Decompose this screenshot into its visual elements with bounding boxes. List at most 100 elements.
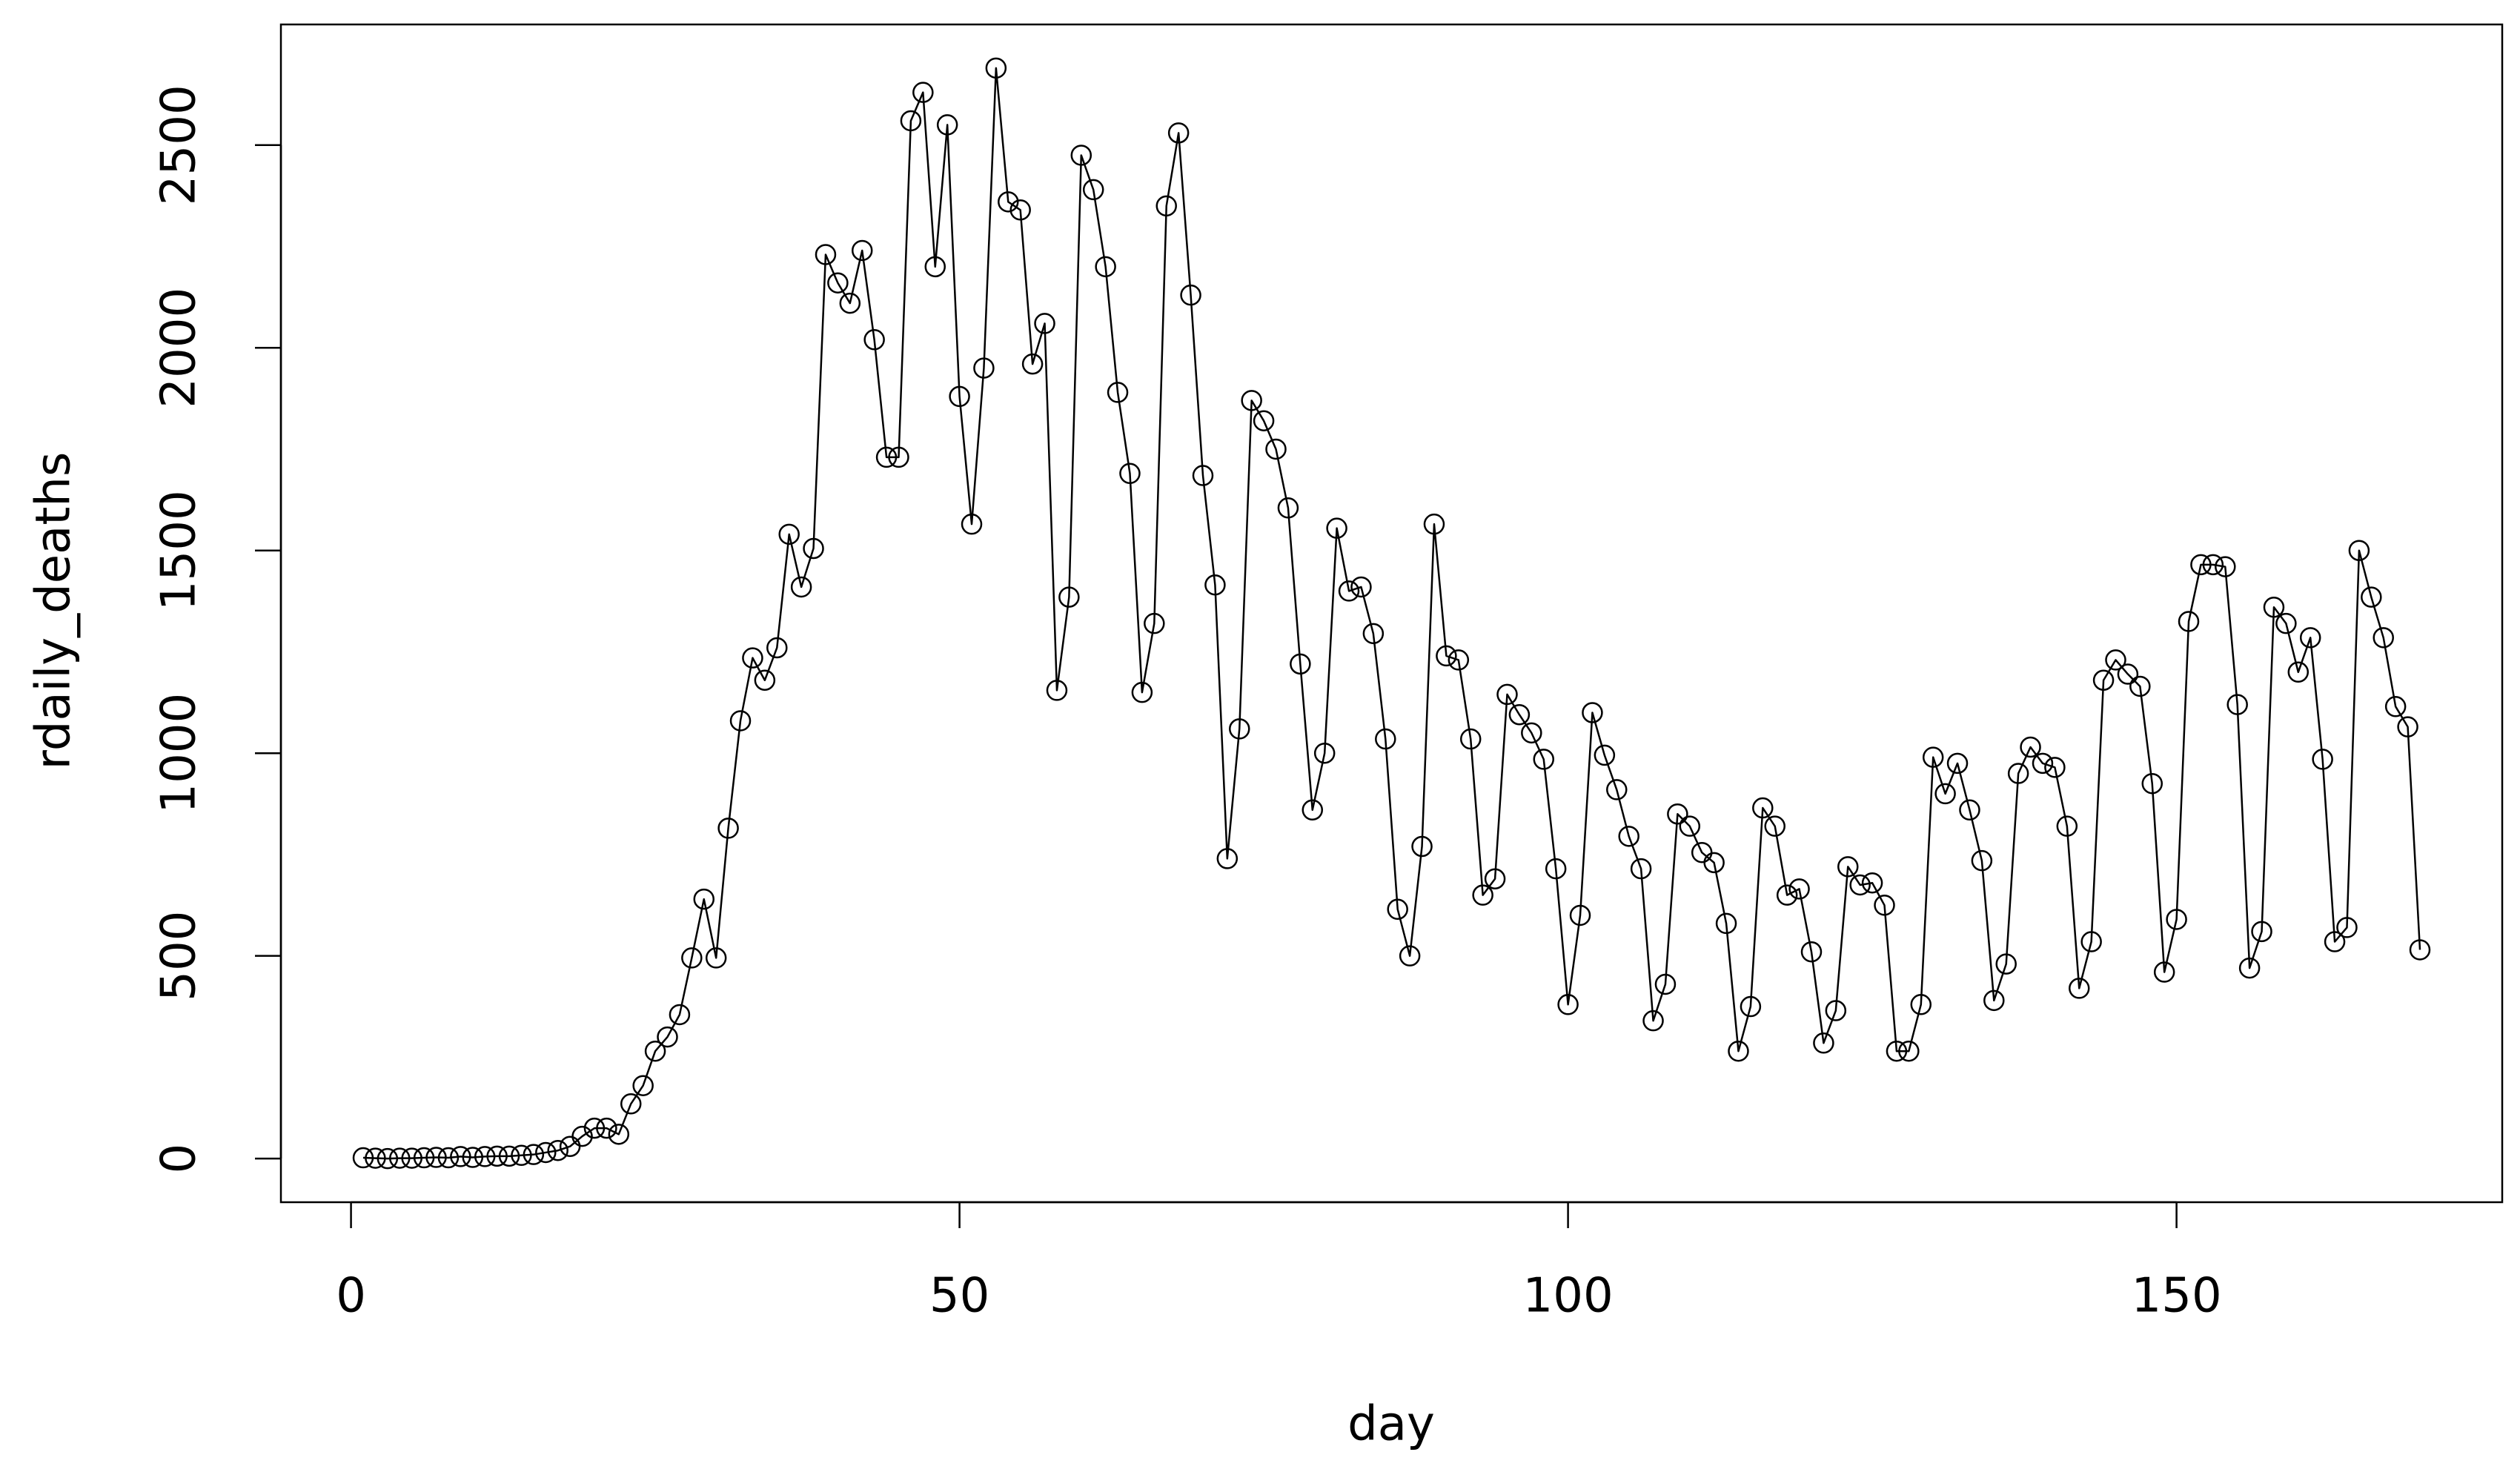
data-point: [1058, 586, 1080, 608]
data-point: [1740, 995, 1762, 1018]
data-point: [547, 1139, 568, 1161]
data-point: [1679, 815, 1701, 837]
data-point: [1228, 718, 1250, 740]
data-point: [1459, 728, 1482, 750]
data-point: [2190, 554, 2212, 576]
plot-box: [279, 23, 2504, 1204]
data-point: [2384, 696, 2407, 717]
data-point: [1654, 973, 1677, 995]
data-point: [1144, 612, 1165, 634]
data-point: [827, 272, 849, 294]
data-point: [1642, 1009, 1664, 1032]
data-point: [669, 1004, 691, 1026]
data-point: [1630, 858, 1652, 880]
data-point: [693, 888, 715, 910]
data-point: [2263, 597, 2285, 618]
data-point: [2166, 909, 2187, 930]
data-point: [2238, 957, 2261, 979]
data-point: [875, 446, 898, 468]
data-point: [1436, 645, 1457, 667]
data-point: [1946, 752, 1969, 775]
data-point: [1119, 463, 1141, 485]
data-point: [2361, 586, 2382, 608]
data-point: [1411, 835, 1433, 858]
data-point: [1971, 849, 1993, 872]
data-point: [924, 256, 946, 278]
data-point: [2129, 675, 2151, 697]
data-point: [1070, 145, 1092, 166]
data-point: [1728, 1040, 1749, 1062]
y-tick-label: 1500: [152, 490, 207, 611]
data-point: [742, 647, 763, 669]
data-point: [632, 1075, 654, 1096]
data-point: [365, 1147, 386, 1169]
data-point: [1155, 195, 1177, 217]
data-point: [2409, 939, 2431, 961]
data-point: [1703, 852, 1725, 874]
data-point: [1241, 390, 1262, 411]
data-point: [608, 1124, 630, 1145]
data-point: [2202, 554, 2224, 576]
data-point: [450, 1146, 471, 1167]
data-point: [1326, 517, 1347, 539]
data-point: [2044, 757, 2066, 778]
data-point: [620, 1093, 642, 1115]
x-tick-label: 100: [1523, 1269, 1614, 1324]
data-point: [1095, 256, 1116, 278]
data-point: [729, 710, 752, 732]
data-point: [2251, 921, 2272, 943]
data-point: [1290, 653, 1311, 675]
data-point: [2153, 961, 2175, 983]
data-point: [1265, 438, 1287, 460]
data-point: [888, 446, 909, 468]
y-tick-label: 2000: [152, 288, 207, 408]
data-point: [1192, 465, 1214, 486]
data-point: [389, 1147, 411, 1169]
data-point: [1922, 746, 1944, 768]
data-point: [1375, 728, 1396, 750]
data-point: [2105, 649, 2126, 671]
data-point: [1350, 576, 1372, 598]
data-point: [863, 329, 885, 351]
data-point: [1874, 895, 1895, 916]
data-point: [1107, 382, 1129, 403]
data-point: [1825, 1000, 1847, 1021]
data-point: [949, 385, 970, 408]
data-point: [535, 1141, 557, 1164]
data-point: [900, 110, 922, 132]
data-point: [583, 1117, 606, 1139]
data-point: [1046, 680, 1068, 701]
data-point: [2007, 763, 2029, 784]
data-point: [1582, 702, 1603, 723]
data-point: [754, 669, 776, 691]
data-point: [778, 523, 800, 546]
data-point: [705, 947, 727, 969]
data-point: [1021, 353, 1044, 375]
data-point: [803, 537, 824, 560]
data-point: [377, 1147, 399, 1170]
data-point: [985, 57, 1007, 79]
data-point: [1448, 649, 1470, 671]
data-point: [413, 1147, 435, 1169]
data-point: [437, 1147, 460, 1169]
data-point: [1204, 574, 1226, 596]
data-point: [2020, 736, 2041, 758]
data-point: [596, 1117, 617, 1139]
data-point: [1362, 623, 1385, 645]
data-point: [1886, 1040, 1908, 1062]
data-point: [1533, 749, 1555, 770]
data-point: [523, 1144, 545, 1165]
data-point: [462, 1147, 484, 1168]
data-point: [1423, 513, 1445, 535]
y-axis-label: rdaily_deaths: [27, 452, 82, 770]
x-axis-label: day: [1347, 1397, 1435, 1452]
data-point: [571, 1125, 593, 1147]
data-point: [1545, 858, 1567, 880]
data-point: [998, 191, 1019, 213]
data-point: [1521, 722, 1542, 744]
data-point: [766, 637, 788, 659]
data-point: [1557, 994, 1579, 1015]
data-point: [1131, 681, 1153, 703]
data-point: [851, 239, 873, 262]
